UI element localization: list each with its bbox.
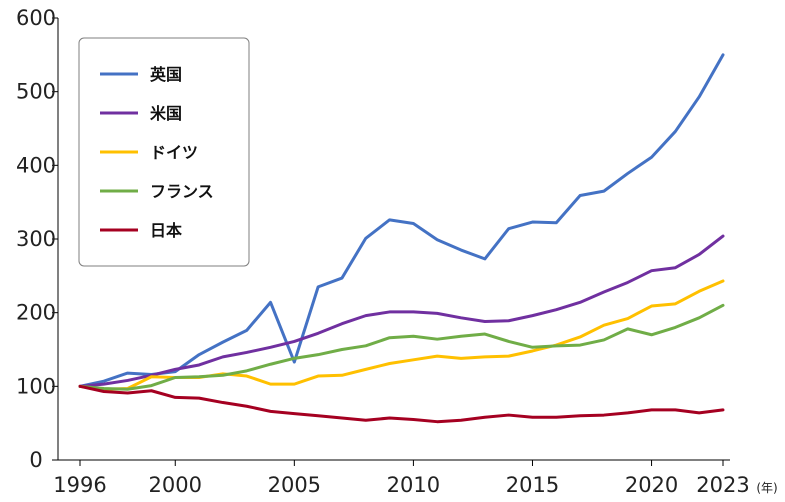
x-tick-label: 2000 xyxy=(149,473,202,497)
legend-box xyxy=(78,37,250,267)
x-tick-label: 2010 xyxy=(387,473,440,497)
y-tick-label: 200 xyxy=(16,301,56,325)
x-axis-unit: (年) xyxy=(756,481,777,495)
y-tick-label: 300 xyxy=(16,227,56,251)
series-line-2 xyxy=(78,279,725,391)
series-line-0 xyxy=(78,53,725,388)
x-tick-label: 2005 xyxy=(268,473,321,497)
x-tick-label: 1996 xyxy=(53,473,106,497)
y-tick-label: 100 xyxy=(16,374,56,398)
y-tick-label: 400 xyxy=(16,153,56,177)
series-line-3 xyxy=(78,303,725,391)
x-tick-label: 2020 xyxy=(625,473,678,497)
series-line-1 xyxy=(78,234,725,388)
legend-label-4: 日本 xyxy=(150,221,182,240)
legend-label-1: 米国 xyxy=(150,104,182,123)
y-tick-label: 600 xyxy=(16,6,56,30)
y-tick-label: 500 xyxy=(16,80,56,104)
x-tick-label: 2015 xyxy=(506,473,559,497)
legend-label-3: フランス xyxy=(150,182,214,201)
x-tick-label: 2023 xyxy=(696,473,749,497)
legend-label-0: 英国 xyxy=(149,65,182,84)
series-line-4 xyxy=(78,384,725,424)
axes: 0 100 200 300 400 500 600 1996 2000 2005 2010 2015 2… xyxy=(16,6,778,497)
series-lines xyxy=(78,53,725,424)
y-tick-label: 0 xyxy=(29,448,42,472)
legend-label-2: ドイツ xyxy=(150,143,198,162)
